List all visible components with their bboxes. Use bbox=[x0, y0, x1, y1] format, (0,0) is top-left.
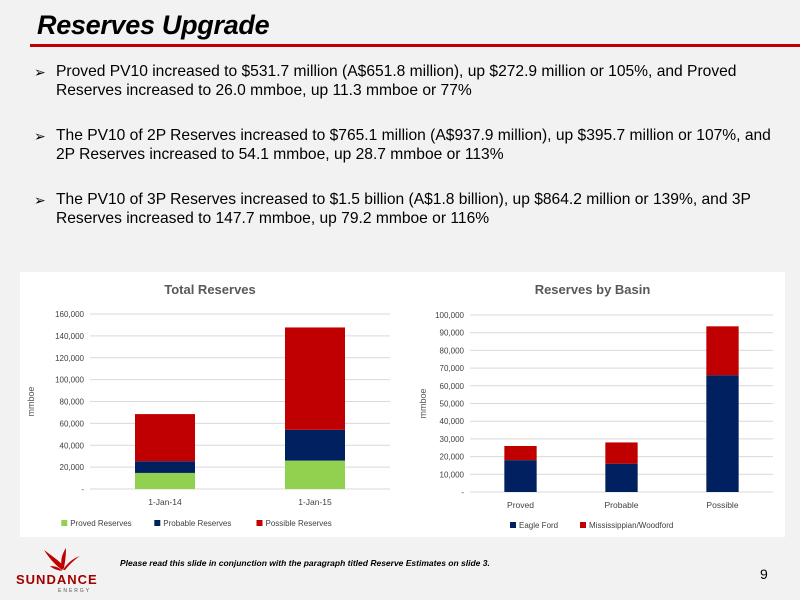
reserves-by-basin-chart: Reserves by Basin - 10,000 20,000 30,000 40,0… bbox=[400, 272, 785, 537]
bar-segment bbox=[605, 463, 638, 492]
y-tick-label: 120,000 bbox=[55, 354, 84, 363]
bullet-item: ➢ The PV10 of 3P Reserves increased to $… bbox=[34, 190, 784, 228]
y-tick-label: 80,000 bbox=[60, 398, 85, 407]
total-reserves-chart: Total Reserves - 20,000 40,000 60,000 80,000 1… bbox=[20, 272, 400, 537]
y-tick-label: 50,000 bbox=[440, 400, 465, 409]
y-tick-label: 20,000 bbox=[440, 453, 465, 462]
chart-title: Reserves by Basin bbox=[535, 282, 651, 297]
bar-segment bbox=[706, 326, 739, 376]
x-tick-label: Possible bbox=[706, 500, 738, 510]
bar-segment bbox=[706, 375, 739, 492]
x-tick-label: Proved bbox=[507, 500, 534, 510]
y-tick-label: 100,000 bbox=[55, 376, 84, 385]
legend-swatch bbox=[61, 520, 68, 526]
bar-segment bbox=[605, 442, 638, 464]
legend-label: Mississippian/Woodford bbox=[589, 521, 673, 530]
bullet-list: ➢ Proved PV10 increased to $531.7 millio… bbox=[34, 62, 784, 254]
bullet-text: The PV10 of 2P Reserves increased to $76… bbox=[56, 127, 771, 163]
bar-segment bbox=[285, 429, 345, 461]
legend-label: Possible Reserves bbox=[266, 519, 332, 528]
legend-label: Probable Reserves bbox=[163, 519, 231, 528]
bar-segment bbox=[135, 461, 195, 473]
y-tick-label: 40,000 bbox=[60, 441, 85, 450]
y-tick-label: 140,000 bbox=[55, 332, 84, 341]
y-tick-label: 80,000 bbox=[440, 346, 465, 355]
bar-segment bbox=[285, 460, 345, 489]
logo-subtitle: ENERGY bbox=[58, 588, 92, 594]
y-tick-label: 10,000 bbox=[440, 470, 465, 479]
footnote: Please read this slide in conjunction wi… bbox=[120, 558, 490, 568]
x-tick-label: 1-Jan-14 bbox=[148, 497, 182, 507]
bullet-text: Proved PV10 increased to $531.7 million … bbox=[56, 63, 737, 99]
legend-swatch bbox=[510, 522, 516, 528]
bar-segment bbox=[504, 460, 537, 492]
y-tick-label: 60,000 bbox=[440, 382, 465, 391]
arrow-bullet-icon: ➢ bbox=[34, 192, 46, 208]
y-tick-label: 160,000 bbox=[55, 310, 84, 319]
logo-wordmark: SUNDANCE bbox=[16, 572, 98, 587]
y-tick-label: 70,000 bbox=[440, 364, 465, 373]
bar-segment bbox=[135, 472, 195, 489]
y-tick-label: 100,000 bbox=[435, 311, 464, 320]
sunburst-icon bbox=[44, 548, 80, 571]
y-tick-label: 90,000 bbox=[440, 329, 465, 338]
y-tick-label: 20,000 bbox=[60, 463, 85, 472]
bullet-item: ➢ Proved PV10 increased to $531.7 millio… bbox=[34, 62, 784, 100]
bullet-item: ➢ The PV10 of 2P Reserves increased to $… bbox=[34, 126, 784, 164]
y-tick-label: 40,000 bbox=[440, 417, 465, 426]
y-tick-label: - bbox=[461, 488, 464, 497]
y-tick-label: 30,000 bbox=[440, 435, 465, 444]
x-tick-label: Probable bbox=[604, 500, 638, 510]
company-logo: SUNDANCE ENERGY bbox=[12, 548, 104, 596]
chart-title: Total Reserves bbox=[164, 282, 256, 297]
bar-segment bbox=[504, 445, 537, 461]
bar-segment bbox=[285, 327, 345, 430]
page-number: 9 bbox=[760, 566, 768, 582]
y-axis-label: mmboe bbox=[26, 386, 36, 416]
y-axis-label: mmboe bbox=[418, 388, 428, 418]
slide-title: Reserves Upgrade bbox=[37, 10, 270, 40]
title-divider bbox=[30, 44, 800, 47]
arrow-bullet-icon: ➢ bbox=[34, 128, 46, 144]
bar-segment bbox=[135, 414, 195, 462]
legend-label: Eagle Ford bbox=[519, 521, 558, 530]
legend-swatch bbox=[256, 520, 263, 526]
bullet-text: The PV10 of 3P Reserves increased to $1.… bbox=[56, 191, 751, 227]
y-tick-label: - bbox=[81, 485, 84, 494]
arrow-bullet-icon: ➢ bbox=[34, 64, 46, 80]
legend-swatch bbox=[154, 520, 161, 526]
x-tick-label: 1-Jan-15 bbox=[298, 497, 332, 507]
legend-swatch bbox=[580, 522, 586, 528]
legend-label: Proved Reserves bbox=[70, 519, 131, 528]
y-tick-label: 60,000 bbox=[60, 419, 85, 428]
